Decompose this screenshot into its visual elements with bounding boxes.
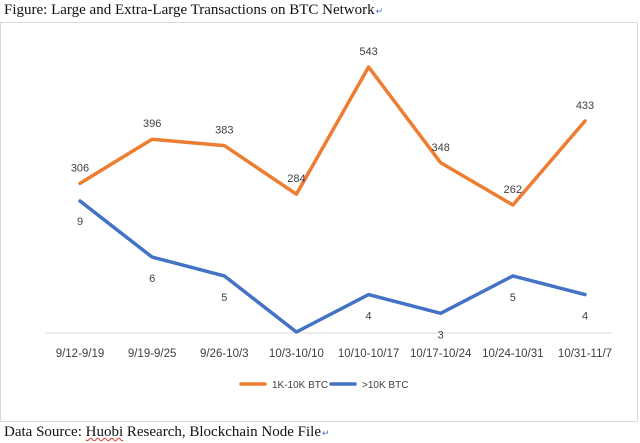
- x-tick-label: 10/17-10/24: [410, 348, 472, 360]
- legend-label: 1K-10K BTC: [272, 380, 328, 391]
- source-name: Huobi: [85, 424, 124, 440]
- data-label: 543: [359, 46, 377, 58]
- data-label: 9: [77, 216, 83, 228]
- data-label: 306: [71, 162, 89, 174]
- data-label: 6: [149, 273, 155, 285]
- data-label: 262: [504, 184, 522, 196]
- series-line-1k-10k-btc: [78, 65, 587, 207]
- data-label: 284: [287, 173, 305, 185]
- paragraph-mark-icon: ↵: [322, 429, 330, 439]
- data-label: 348: [432, 142, 450, 154]
- x-tick-label: 9/26-10/3: [200, 348, 249, 360]
- data-label: 383: [215, 125, 233, 137]
- x-tick-label: 9/19-9/25: [128, 348, 177, 360]
- source-prefix: Data Source:: [4, 424, 86, 440]
- figure-title-text: Figure: Large and Extra-Large Transactio…: [4, 2, 375, 18]
- figure-title: Figure: Large and Extra-Large Transactio…: [4, 2, 383, 19]
- x-tick-label: 10/24-10/31: [482, 348, 543, 360]
- series-line-over-10k-btc: [78, 199, 587, 334]
- data-label: 4: [582, 311, 588, 323]
- data-label: 5: [510, 292, 516, 304]
- source-rest: Research, Blockchain Node File: [123, 424, 321, 440]
- legend-label: >10K BTC: [362, 380, 408, 391]
- x-tick-label: 10/10-10/17: [338, 348, 399, 360]
- paragraph-mark-icon: ↵: [375, 7, 384, 17]
- data-label: 3: [438, 329, 444, 341]
- x-tick-label: 10/3-10/10: [269, 348, 324, 360]
- data-label: 433: [576, 100, 594, 112]
- x-tick-label: 9/12-9/19: [56, 348, 105, 360]
- data-source: Data Source: Huobi Research, Blockchain …: [4, 424, 330, 441]
- data-label: 5: [221, 292, 227, 304]
- data-label: 4: [366, 311, 372, 323]
- data-label: 396: [143, 118, 161, 130]
- x-tick-label: 10/31-11/7: [558, 348, 612, 360]
